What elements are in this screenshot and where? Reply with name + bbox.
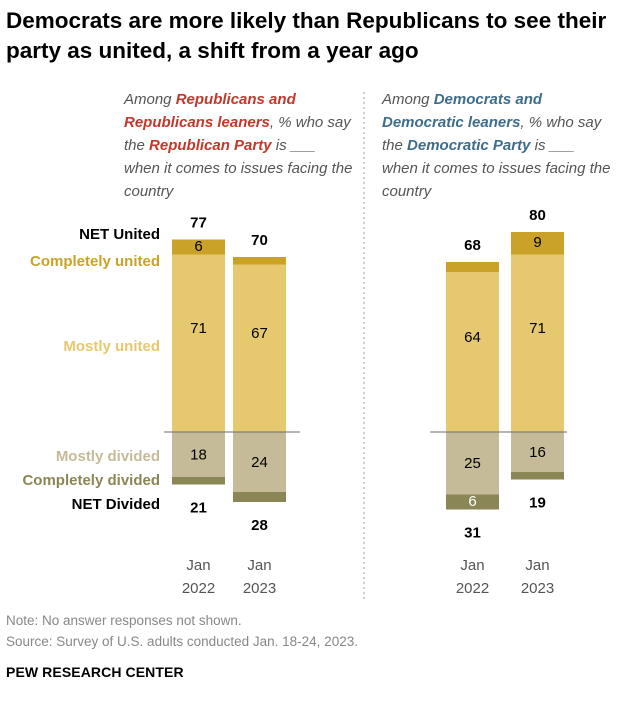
label-net-united-democrats-1: 80 [529, 207, 546, 224]
bar-completely-divided-republicans-1 [233, 492, 286, 502]
label-net-divided-republicans-0: 21 [190, 499, 207, 516]
label-net-divided-democrats-1: 19 [529, 494, 546, 511]
chart-title: Democrats are more likely than Republica… [6, 8, 607, 63]
label-net-divided-republicans-1: 28 [251, 517, 268, 534]
note: Note: No answer responses not shown. [6, 613, 242, 628]
row-label-mostly-divided: Mostly divided [56, 448, 160, 465]
bar-mostly-united-republicans-1 [233, 264, 286, 432]
bar-mostly-divided-republicans-0 [172, 432, 225, 477]
brand-logo-text: PEW RESEARCH CENTER [6, 664, 184, 680]
x-tick-year-republicans-1: 2023 [243, 580, 276, 597]
subtitle-rep-mid: , % who say the [124, 114, 351, 154]
subtitle-rep-group: Republicans and Republicans leaners [124, 91, 296, 131]
subtitle-rep-pre: Among [124, 91, 176, 108]
x-tick-year-democrats-0: 2022 [456, 580, 489, 597]
bar-mostly-divided-democrats-1 [511, 432, 564, 472]
row-label-completely-united: Completely united [30, 253, 160, 270]
bar-completely-united-democrats-0 [446, 262, 499, 272]
bar-completely-divided-democrats-1 [511, 472, 564, 480]
label-mostly-united-republicans-1: 67 [251, 325, 268, 342]
row-label-completely-divided: Completely divided [22, 472, 160, 489]
label-completely-united-republicans-0: 6 [194, 238, 202, 255]
x-tick-month-republicans-0: Jan [186, 557, 210, 574]
label-mostly-divided-republicans-1: 24 [251, 454, 268, 471]
label-mostly-united-democrats-1: 71 [529, 320, 546, 337]
row-label-mostly-united: Mostly united [63, 338, 160, 355]
bar-completely-united-republicans-1 [233, 257, 286, 265]
bar-mostly-divided-republicans-1 [233, 432, 286, 492]
x-tick-year-democrats-1: 2023 [521, 580, 554, 597]
label-net-united-republicans-0: 77 [190, 214, 207, 231]
x-tick-month-republicans-1: Jan [247, 557, 271, 574]
subtitle-rep-post: is ___ when it comes to issues facing th… [124, 137, 353, 200]
subtitle-dem-group: Democrats and Democratic leaners [382, 91, 543, 131]
bar-mostly-united-democrats-0 [446, 272, 499, 432]
bar-completely-united-republicans-0 [172, 239, 225, 255]
x-tick-month-democrats-0: Jan [460, 557, 484, 574]
label-net-united-democrats-0: 68 [464, 237, 481, 254]
label-completely-united-democrats-1: 9 [533, 234, 541, 251]
bar-completely-divided-democrats-0 [446, 494, 499, 510]
subtitle-dem-party: Democratic Party [407, 137, 531, 154]
label-mostly-united-republicans-0: 71 [190, 320, 207, 337]
label-mostly-united-democrats-0: 64 [464, 329, 481, 346]
label-net-united-republicans-1: 70 [251, 232, 268, 249]
label-mostly-divided-democrats-0: 25 [464, 455, 481, 472]
bar-completely-united-democrats-1 [511, 232, 564, 255]
source: Source: Survey of U.S. adults conducted … [6, 634, 358, 649]
row-label-net-divided: NET Divided [72, 496, 160, 513]
row-label-net-united: NET United [79, 226, 160, 243]
subtitle-dem-mid: , % who say the [382, 114, 602, 154]
label-mostly-divided-democrats-1: 16 [529, 444, 546, 461]
subtitle-rep-party: Republican Party [149, 137, 272, 154]
subtitle-dem-post: is ___ when it comes to issues facing th… [382, 137, 611, 200]
bar-mostly-united-republicans-0 [172, 254, 225, 432]
subtitle-dem-pre: Among [382, 91, 434, 108]
bar-mostly-united-democrats-1 [511, 254, 564, 432]
label-completely-divided-democrats-0: 6 [468, 493, 476, 510]
label-mostly-divided-republicans-0: 18 [190, 446, 207, 463]
x-tick-month-democrats-1: Jan [525, 557, 549, 574]
x-tick-year-republicans-0: 2022 [182, 580, 215, 597]
label-net-divided-democrats-0: 31 [464, 524, 481, 541]
subtitle-republicans: Among Republicans and Republicans leaner… [124, 88, 354, 203]
bar-mostly-divided-democrats-0 [446, 432, 499, 495]
bar-completely-divided-republicans-0 [172, 477, 225, 485]
subtitle-democrats: Among Democrats and Democratic leaners, … [382, 88, 612, 203]
